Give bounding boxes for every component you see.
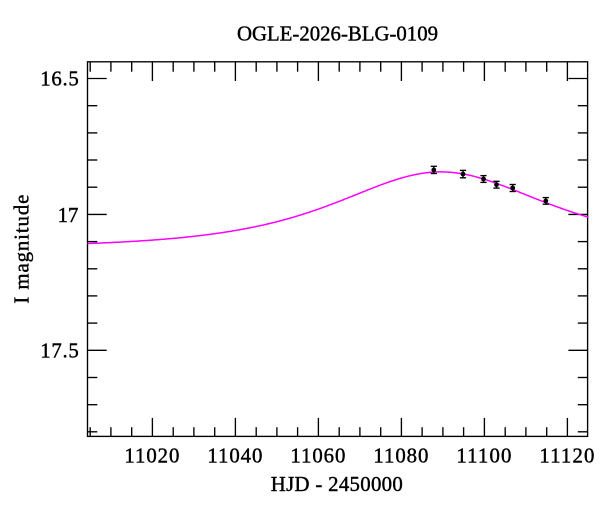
svg-text:11020: 11020 [124,445,179,468]
svg-text:OGLE-2026-BLG-0109: OGLE-2026-BLG-0109 [237,23,438,46]
svg-text:I magnitude: I magnitude [10,195,33,304]
svg-text:11060: 11060 [290,445,345,468]
svg-text:17: 17 [58,204,79,227]
svg-text:11100: 11100 [456,445,511,468]
svg-text:11120: 11120 [539,445,594,468]
svg-text:11040: 11040 [207,445,262,468]
svg-text:16.5: 16.5 [40,68,79,91]
svg-text:11080: 11080 [373,445,428,468]
svg-text:17.5: 17.5 [40,340,79,363]
svg-text:HJD - 2450000: HJD - 2450000 [271,473,403,496]
